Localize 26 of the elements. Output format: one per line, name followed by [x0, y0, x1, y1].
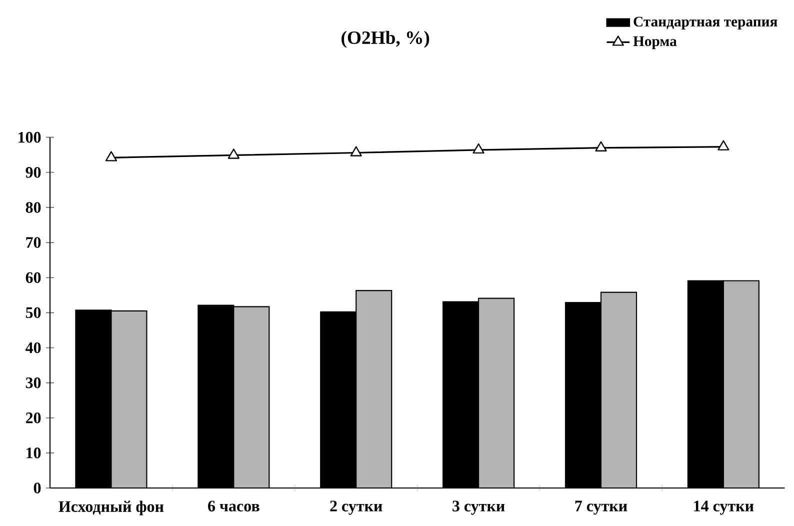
chart-title: (O2Hb, %): [342, 30, 430, 48]
point: [472, 143, 484, 154]
x-tick-label: 7 сутки: [575, 500, 628, 515]
legend-label: Норма: [633, 36, 677, 50]
y-tick-label: 10: [26, 448, 41, 458]
x-tick-label: 3 сутки: [452, 500, 505, 515]
point: [718, 140, 730, 150]
point: [105, 151, 118, 162]
legend-label: Стандартная терапия: [634, 16, 778, 30]
point: [350, 146, 362, 156]
y-tick-label: 50: [26, 307, 41, 318]
y-tick-label: 80: [26, 202, 41, 213]
point: [228, 148, 240, 159]
y-tick-label: 70: [26, 237, 41, 248]
x-tick-label: 6 часов: [208, 500, 260, 512]
x-tick-label: 2 сутки: [330, 500, 382, 515]
point: [595, 141, 607, 152]
y-tick-label: 100: [18, 132, 41, 143]
x-tick-label: 14 сутки: [694, 500, 754, 515]
y-tick-label: 20: [26, 412, 41, 424]
y-tick-label: 0: [34, 482, 41, 494]
y-tick-label: 60: [26, 272, 41, 283]
x-tick-label: Исходный фон: [58, 500, 164, 516]
y-tick-label: 90: [26, 167, 41, 178]
y-tick-label: 40: [26, 342, 41, 354]
y-tick-label: 30: [26, 377, 41, 388]
